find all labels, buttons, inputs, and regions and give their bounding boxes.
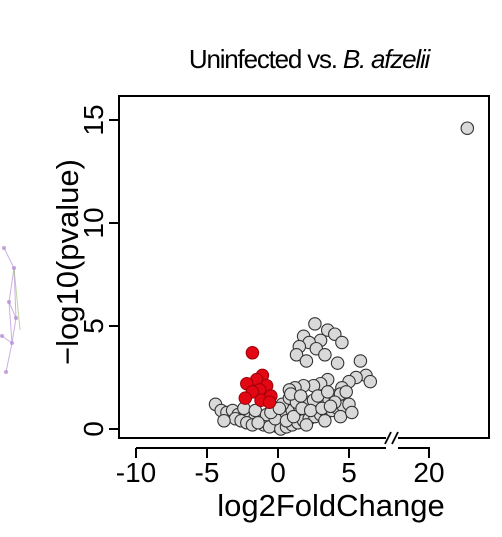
x-tick-label: -5: [195, 457, 220, 488]
chart-title: Uninfected vs. B. afzelii: [189, 44, 432, 74]
gene-point: [323, 399, 338, 414]
gene-point: [299, 418, 314, 432]
network-node: [7, 300, 11, 304]
significant-gene-point: [262, 395, 277, 409]
side-network-decoration: [0, 246, 21, 374]
gene-point: [217, 414, 231, 428]
plot-frame: [118, 95, 490, 439]
network-edge: [8, 301, 17, 319]
x-tick-label: 20: [413, 457, 444, 488]
gene-point: [289, 348, 304, 362]
gene-point: [251, 416, 265, 430]
gene-point: [363, 374, 378, 389]
data-points: [208, 121, 475, 436]
gene-point: [286, 409, 301, 424]
gene-point: [320, 385, 335, 399]
gene-point: [318, 414, 332, 428]
gene-point: [460, 121, 475, 135]
network-edge: [1, 335, 13, 344]
y-tick-label: 0: [78, 421, 109, 437]
network-edge: [8, 301, 13, 344]
x-tick-label: 0: [270, 457, 286, 488]
significant-gene-point: [238, 391, 253, 405]
gene-point: [345, 405, 359, 420]
gene-point: [272, 401, 287, 416]
gene-point: [303, 403, 318, 418]
network-node: [14, 316, 18, 320]
x-tick-label: 5: [341, 457, 357, 488]
gene-point: [318, 348, 332, 362]
y-axis-label: −log10(pvalue): [50, 159, 85, 365]
y-tick-label: 10: [78, 207, 109, 238]
gene-point: [330, 356, 345, 370]
network-edge: [13, 267, 21, 331]
y-axis: 0 5 10 15: [78, 104, 119, 437]
axis-break-mark: [384, 431, 399, 445]
chart-title-plain: Uninfected vs.: [189, 44, 343, 74]
significant-gene-point: [245, 346, 260, 360]
x-axis-label: log2FoldChange: [217, 488, 445, 523]
gene-point: [293, 389, 308, 403]
network-node: [4, 370, 8, 374]
gene-point: [353, 354, 368, 368]
gene-point: [299, 354, 314, 368]
network-edge: [8, 267, 15, 303]
x-axis: -10 -5 0 5 20: [116, 447, 445, 488]
gene-point: [335, 335, 349, 350]
gene-point: [308, 317, 322, 331]
y-tick-label: 5: [78, 318, 109, 334]
network-edge: [5, 342, 13, 373]
network-edge: [11, 317, 17, 344]
y-tick-label: 15: [78, 104, 109, 135]
gene-point: [339, 385, 353, 399]
gene-point: [333, 409, 348, 424]
chart-title-italic: B. afzelii: [343, 44, 432, 74]
network-node: [12, 266, 16, 270]
network-node: [10, 341, 14, 345]
network-node: [0, 334, 4, 338]
network-node: [2, 246, 6, 250]
network-edge: [3, 247, 15, 269]
x-tick-label: -10: [116, 457, 156, 488]
